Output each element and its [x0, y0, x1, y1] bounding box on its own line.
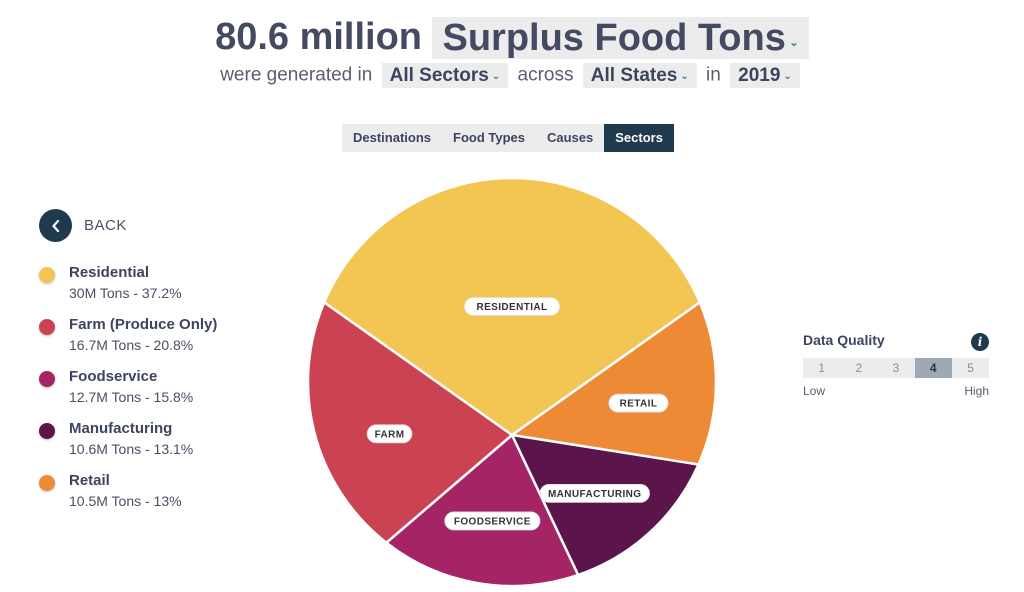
tab-food-types[interactable]: Food Types [453, 130, 525, 145]
text-in: in [706, 64, 721, 86]
legend-name: Farm (Produce Only) [69, 316, 218, 333]
legend-name: Residential [69, 264, 150, 281]
state-dropdown[interactable]: All States ⌄ [582, 63, 697, 88]
slice-label-foodservice: FOODSERVICE [444, 511, 541, 531]
view-tabs: Destinations Food Types Causes Sectors [342, 124, 674, 152]
legend-swatch [39, 423, 55, 439]
legend-value: 12.7M Tons - 15.8% [69, 389, 194, 405]
chevron-down-icon: ⌄ [788, 34, 799, 49]
data-quality-title: Data Quality [803, 332, 885, 348]
metric-dropdown-label: Surplus Food Tons [442, 16, 786, 59]
slice-label-residential: RESIDENTIAL [463, 297, 560, 316]
chevron-left-icon[interactable] [39, 209, 72, 242]
back-label: BACK [84, 217, 127, 234]
slice-label-pill [366, 424, 413, 444]
legend-value: 30M Tons - 37.2% [69, 285, 182, 301]
slice-label-pill [539, 484, 650, 503]
slice-label-farm: FARM [366, 424, 413, 444]
legend-name: Manufacturing [69, 420, 173, 437]
slice-label-text: MANUFACTURING [548, 489, 642, 500]
back-button[interactable]: BACK [39, 209, 127, 242]
slice-label-manufacturing: MANUFACTURING [539, 484, 650, 503]
sector-dropdown[interactable]: All Sectors ⌄ [381, 63, 509, 88]
text-across: across [517, 64, 574, 86]
filter-sentence: were generated in All Sectors ⌄ across Al… [0, 63, 1024, 88]
legend-value: 10.5M Tons - 13% [69, 493, 182, 509]
legend-swatch [39, 371, 55, 387]
legend-value: 16.7M Tons - 20.8% [69, 337, 194, 353]
chevron-down-icon: ⌄ [491, 71, 501, 82]
chevron-down-icon: ⌄ [680, 71, 689, 82]
legend-value: 10.6M Tons - 13.1% [69, 441, 194, 457]
pie-slice-manufacturing[interactable] [510, 433, 700, 577]
legend-name: Retail [69, 472, 110, 489]
pie-slice-retail[interactable] [510, 301, 718, 466]
pie-slice-foodservice[interactable] [385, 433, 580, 588]
quality-high-label: High [964, 384, 989, 398]
slice-label-text: RESIDENTIAL [476, 302, 547, 313]
tab-sectors[interactable]: Sectors [604, 124, 674, 152]
year-dropdown[interactable]: 2019 ⌄ [730, 63, 800, 88]
quality-level-2: 2 [855, 361, 863, 375]
data-quality-scale: 1 2 3 4 5 [803, 358, 989, 378]
pie-slice-farm[interactable] [306, 301, 514, 544]
slice-label-pill [444, 511, 541, 531]
total-value: 80.6 million [215, 16, 423, 58]
tab-destinations[interactable]: Destinations [353, 130, 432, 145]
slice-label-text: FOODSERVICE [454, 516, 531, 527]
info-icon[interactable]: i [971, 333, 989, 351]
legend-name: Foodservice [69, 368, 158, 385]
sectors-pie-chart: RESIDENTIAL RETAIL MANUFACTURING FOODSERVIC… [306, 176, 718, 588]
headline: 80.6 million Surplus Food Tons ⌄ [0, 16, 1024, 59]
sector-dropdown-label: All Sectors [389, 65, 489, 86]
data-quality-panel: Data Quality i 1 2 3 4 5 Low High [803, 332, 989, 398]
slice-label-pill [608, 393, 669, 413]
legend-swatch [39, 319, 55, 335]
slice-label-text: FARM [375, 429, 405, 440]
quality-level-3: 3 [892, 361, 900, 375]
legend-swatch [39, 267, 55, 283]
slice-label-retail: RETAIL [608, 393, 669, 413]
metric-dropdown[interactable]: Surplus Food Tons ⌄ [432, 16, 809, 59]
text-generated: were generated in [220, 64, 373, 86]
quality-low-label: Low [803, 384, 826, 398]
quality-level-4: 4 [914, 358, 952, 378]
quality-level-5: 5 [967, 361, 974, 375]
quality-level-1: 1 [818, 361, 825, 375]
chevron-down-icon: ⌄ [783, 71, 792, 82]
slice-label-pill [463, 297, 560, 316]
year-dropdown-label: 2019 [738, 65, 781, 86]
slice-label-text: RETAIL [620, 399, 658, 410]
state-dropdown-label: All States [590, 65, 678, 86]
legend-swatch [39, 475, 55, 491]
tab-causes[interactable]: Causes [547, 130, 594, 145]
